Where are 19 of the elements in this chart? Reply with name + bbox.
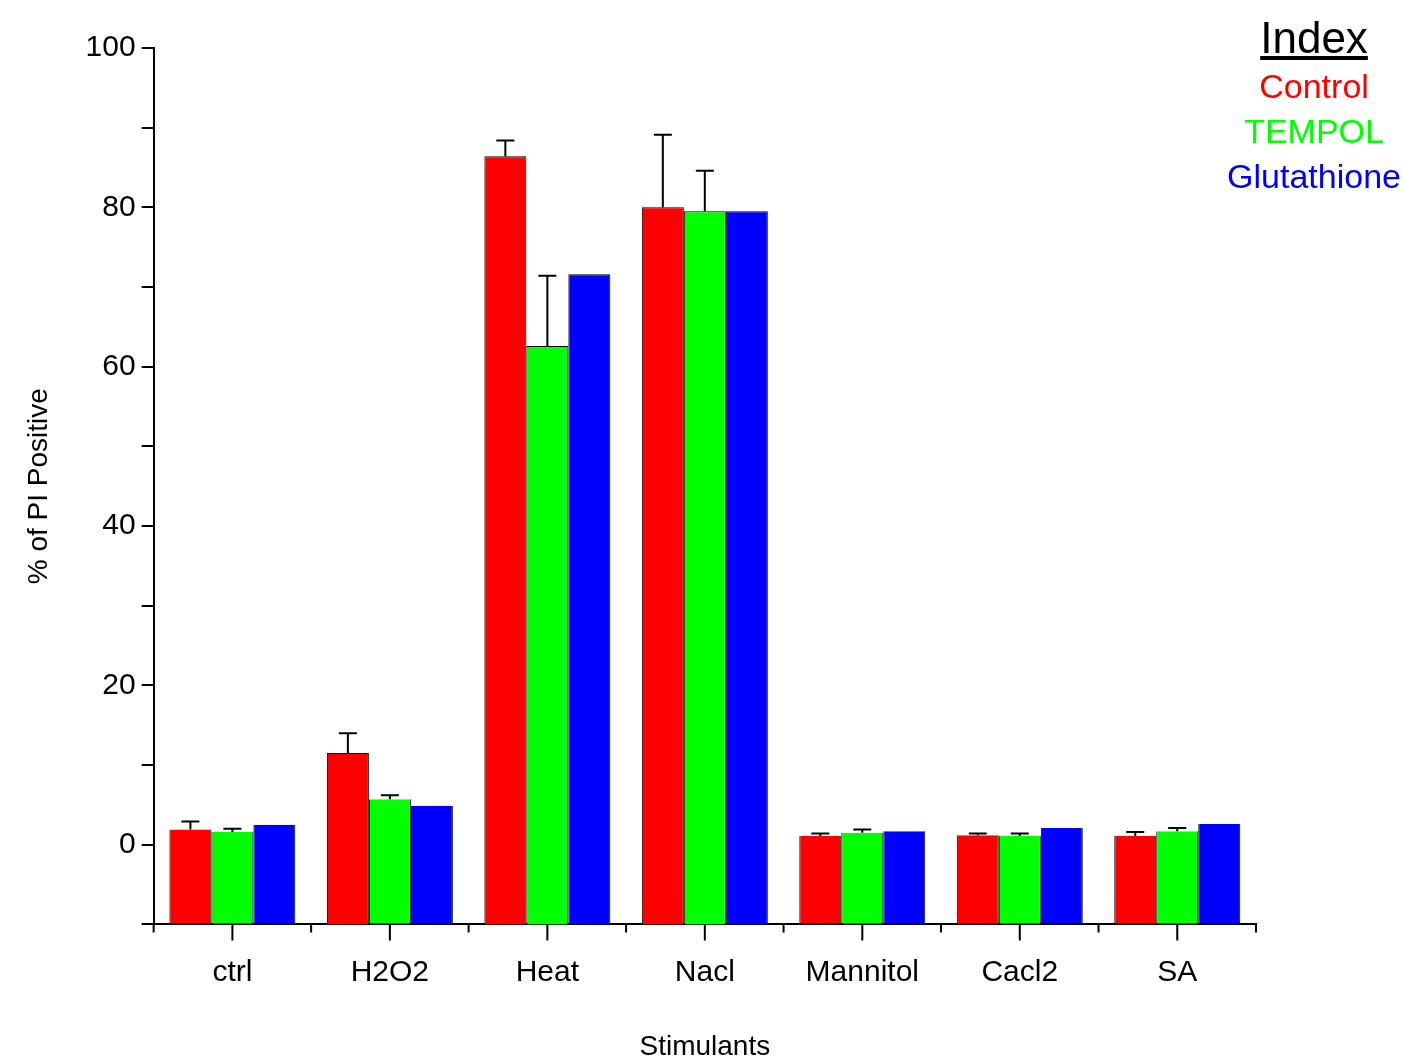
x-tick-label: SA: [1157, 953, 1198, 987]
y-tick-label: 0: [118, 825, 136, 859]
x-tick-label: ctrl: [212, 953, 253, 987]
x-tick-label: Mannitol: [805, 953, 920, 987]
legend-title: Index: [1259, 12, 1369, 64]
y-tick-label: 80: [102, 188, 136, 222]
x-tick-label: Heat: [515, 953, 580, 987]
text: Control: [1258, 66, 1370, 107]
y-axis-title: % of PI Positive: [21, 388, 53, 585]
y-tick-label: 100: [85, 29, 136, 63]
y-tick-label: 60: [102, 347, 136, 381]
x-tick-label: H2O2: [350, 953, 430, 987]
x-tick-label: Nacl: [674, 953, 735, 987]
text: Glutathione: [1227, 156, 1401, 197]
text: TEMPOL: [1243, 111, 1385, 152]
x-axis-title: Stimulants: [639, 1029, 771, 1060]
y-tick-label: 40: [102, 507, 136, 541]
x-tick-label: Cacl2: [981, 953, 1059, 987]
y-tick-label: 20: [102, 666, 136, 700]
